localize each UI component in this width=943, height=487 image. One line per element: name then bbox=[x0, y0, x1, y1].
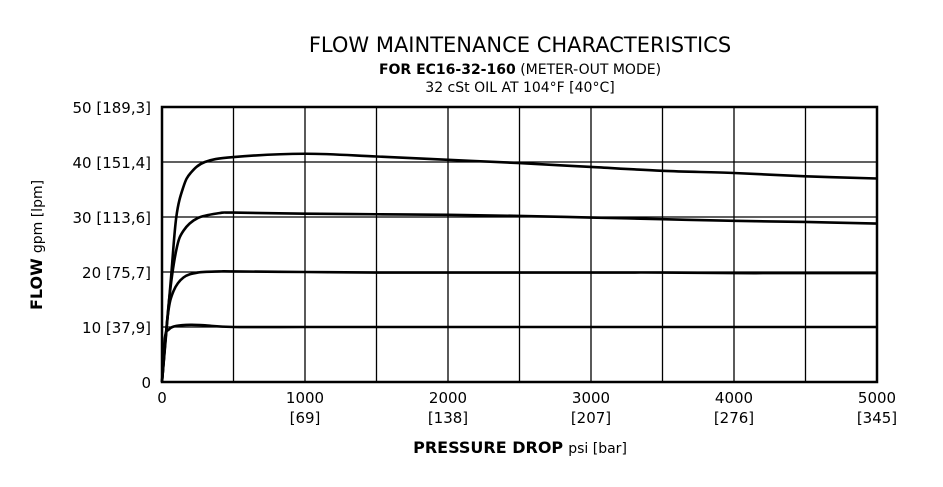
series-line bbox=[160, 270, 877, 383]
chart-subtitle-2: 32 cSt OIL AT 104°F [40°C] bbox=[425, 80, 614, 96]
y-tick-label: 30 [113,6] bbox=[72, 209, 151, 227]
x-tick-label: 5000 bbox=[858, 389, 896, 407]
subtitle-mode: (METER-OUT MODE) bbox=[520, 62, 661, 78]
x-tick-sublabel: [345] bbox=[857, 409, 897, 427]
x-axis-label: PRESSURE DROP psi [bar] bbox=[413, 438, 627, 457]
y-tick-label: 0 bbox=[141, 374, 151, 392]
chart-subtitle: FOR EC16-32-160 (METER-OUT MODE) bbox=[379, 62, 661, 78]
subtitle-model: FOR EC16-32-160 bbox=[379, 62, 516, 78]
x-tick-label: 1000 bbox=[286, 389, 324, 407]
x-tick-label: 3000 bbox=[572, 389, 610, 407]
x-tick-label: 2000 bbox=[429, 389, 467, 407]
y-tick-label: 10 [37,9] bbox=[82, 319, 151, 337]
y-tick-label: 50 [189,3] bbox=[72, 99, 151, 117]
y-tick-label: 40 [151,4] bbox=[72, 154, 151, 172]
x-axis-label-unit: psi [bar] bbox=[568, 441, 627, 457]
chart-title: FLOW MAINTENANCE CHARACTERISTICS bbox=[309, 33, 731, 57]
series-line bbox=[160, 323, 877, 383]
series-line bbox=[160, 152, 878, 383]
x-tick-sublabel: [138] bbox=[428, 409, 468, 427]
y-axis-label: FLOW gpm [lpm] bbox=[27, 180, 46, 310]
plot-frame bbox=[160, 105, 879, 384]
x-tick-sublabel: [276] bbox=[714, 409, 754, 427]
y-axis-label-main: FLOW bbox=[27, 258, 46, 310]
y-tick-label: 20 [75,7] bbox=[82, 264, 151, 282]
x-tick-sublabel: [69] bbox=[290, 409, 321, 427]
x-axis-label-main: PRESSURE DROP bbox=[413, 438, 563, 457]
x-tick-sublabel: [207] bbox=[571, 409, 611, 427]
series-line bbox=[160, 211, 878, 383]
y-axis-label-unit: gpm [lpm] bbox=[30, 180, 46, 253]
x-tick-label: 0 bbox=[157, 389, 167, 407]
x-tick-label: 4000 bbox=[715, 389, 753, 407]
